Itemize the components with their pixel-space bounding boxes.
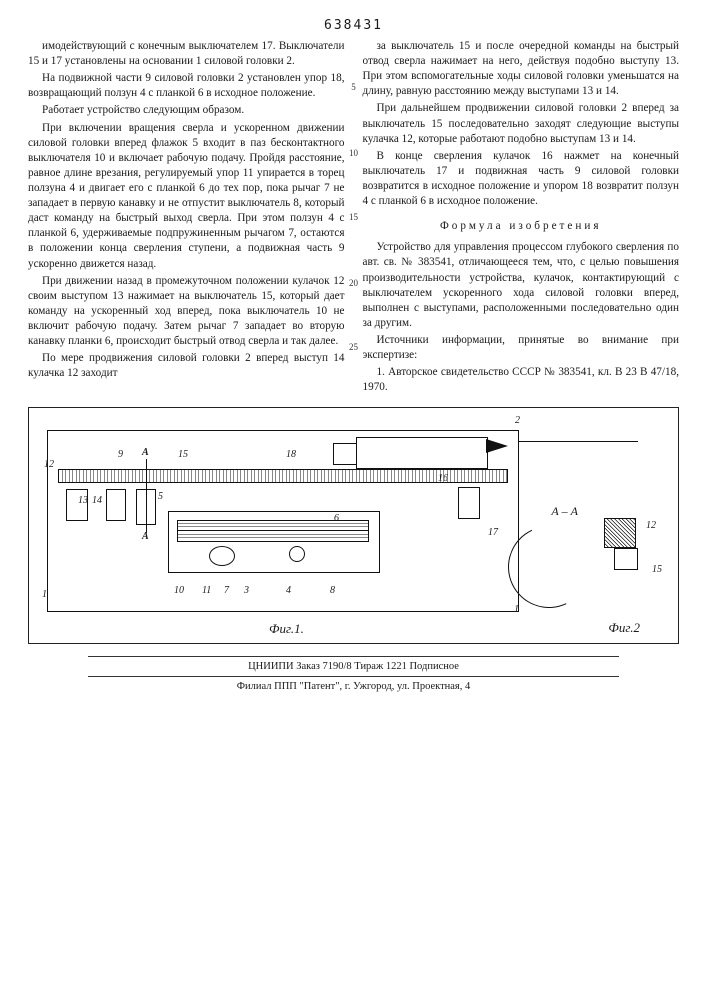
callout-5: 5 <box>158 491 163 502</box>
callout-12-detail: 12 <box>646 520 656 531</box>
paragraph: имодействующий с конечным выключателем 1… <box>28 39 345 69</box>
paragraph: По мере продвижения силовой головки 2 вп… <box>28 351 345 381</box>
line-number: 10 <box>349 147 358 159</box>
callout-7: 7 <box>224 585 229 596</box>
callout-4: 4 <box>286 585 291 596</box>
drill-chuck <box>333 443 357 465</box>
section-line <box>146 459 147 533</box>
footer-rule <box>88 656 619 657</box>
detail-bracket <box>604 518 636 548</box>
callout-3: 3 <box>244 585 249 596</box>
callout-15: 15 <box>178 449 188 460</box>
figure-1-frame: 1 2 3 4 5 6 7 8 9 10 11 12 13 14 15 16 1… <box>47 430 519 612</box>
references-title: Источники информации, принятые во вниман… <box>363 333 680 363</box>
drill-headstock <box>356 437 488 469</box>
drill-tip-cone <box>486 439 508 453</box>
right-column: за выключатель 15 и после очередной кома… <box>363 39 680 397</box>
detail-arc <box>496 515 601 620</box>
callout-1-detail: 1 <box>514 604 519 615</box>
callout-18: 18 <box>286 449 296 460</box>
callout-6: 6 <box>334 513 339 524</box>
figure-2-detail: А – А 12 15 1 Фиг.2 <box>508 508 658 628</box>
callout-14: 14 <box>92 495 102 506</box>
callout-12: 12 <box>44 459 54 470</box>
paragraph: Работает устройство следующим образом. <box>28 103 345 118</box>
callout-16: 16 <box>438 473 448 484</box>
paragraph: При дальнейшем продвижении силовой голов… <box>363 101 680 146</box>
paragraph: В конце сверления кулачок 16 нажмет на к… <box>363 149 680 209</box>
callout-9: 9 <box>118 449 123 460</box>
paragraph: На подвижной части 9 силовой головки 2 у… <box>28 71 345 101</box>
line-number: 20 <box>349 277 358 289</box>
page-footer: ЦНИИПИ Заказ 7190/8 Тираж 1221 Подписное… <box>28 656 679 692</box>
figure-2-label: Фиг.2 <box>608 620 640 636</box>
callout-17: 17 <box>488 527 498 538</box>
section-a-a-label: А – А <box>551 504 578 519</box>
paragraph: При движении назад в промежуточном полож… <box>28 274 345 350</box>
callout-11: 11 <box>202 585 211 596</box>
text-columns: 5 10 15 20 25 30 35 имодействующий с кон… <box>28 39 679 397</box>
callout-8: 8 <box>330 585 335 596</box>
left-column: имодействующий с конечным выключателем 1… <box>28 39 345 397</box>
callout-13: 13 <box>78 495 88 506</box>
footer-line-1: ЦНИИПИ Заказ 7190/8 Тираж 1221 Подписное <box>28 661 679 672</box>
line-number: 25 <box>349 341 358 353</box>
paragraph: При включении вращения сверла и ускоренн… <box>28 121 345 272</box>
document-number: 638431 <box>28 18 679 33</box>
callout-15-detail: 15 <box>652 564 662 575</box>
pin <box>289 546 305 562</box>
callout-1: 1 <box>42 589 47 600</box>
callout-10: 10 <box>174 585 184 596</box>
figure-1-label: Фиг.1. <box>269 621 304 637</box>
callout-2: 2 <box>515 415 520 426</box>
footer-rule <box>88 676 619 677</box>
switch-block <box>106 489 126 521</box>
line-number: 15 <box>349 211 358 223</box>
footer-line-2: Филиал ППП "Патент", г. Ужгород, ул. Про… <box>28 681 679 692</box>
lever-pivot <box>209 546 235 566</box>
references-body: 1. Авторское свидетельство СССР № 383541… <box>363 365 680 395</box>
figure-baseplate <box>168 511 380 573</box>
detail-base <box>614 548 638 570</box>
claims-title: Формула изобретения <box>363 219 680 234</box>
claims-body: Устройство для управления процессом глуб… <box>363 240 680 331</box>
rack-plate <box>177 520 369 542</box>
end-switch <box>458 487 480 519</box>
section-marker-a: А <box>142 447 149 458</box>
line-number: 5 <box>351 81 356 93</box>
technical-figure: 1 2 3 4 5 6 7 8 9 10 11 12 13 14 15 16 1… <box>28 407 679 644</box>
paragraph: за выключатель 15 и после очередной кома… <box>363 39 680 99</box>
drill-bit <box>518 441 638 442</box>
